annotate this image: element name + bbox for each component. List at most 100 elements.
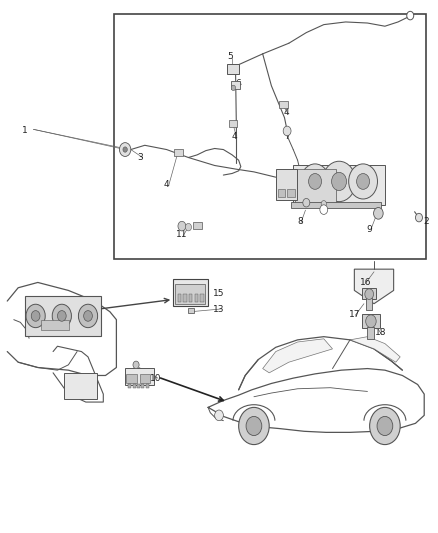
Bar — [293, 165, 385, 205]
Bar — [279, 101, 288, 108]
Bar — [227, 64, 239, 74]
Bar — [278, 189, 286, 197]
Bar — [175, 284, 205, 304]
Bar — [183, 294, 187, 302]
Circle shape — [314, 180, 316, 183]
Circle shape — [416, 213, 423, 222]
Polygon shape — [350, 337, 400, 362]
Circle shape — [231, 85, 236, 91]
Circle shape — [185, 223, 191, 231]
Text: 4: 4 — [164, 180, 170, 189]
Bar — [193, 222, 202, 229]
Text: 6: 6 — [236, 78, 241, 87]
Text: 9: 9 — [367, 225, 372, 234]
Bar — [127, 374, 138, 383]
Circle shape — [332, 172, 346, 190]
Bar — [173, 279, 208, 306]
Circle shape — [370, 407, 400, 445]
Circle shape — [377, 416, 393, 435]
Circle shape — [365, 289, 374, 300]
Polygon shape — [263, 339, 332, 373]
Text: 1: 1 — [22, 126, 28, 135]
Circle shape — [57, 311, 66, 321]
Bar — [128, 384, 131, 387]
Circle shape — [362, 180, 364, 183]
Text: 16: 16 — [360, 278, 371, 287]
Circle shape — [239, 407, 269, 445]
Circle shape — [362, 180, 364, 183]
Bar — [194, 294, 198, 302]
Bar — [146, 384, 149, 387]
Circle shape — [52, 304, 71, 328]
Circle shape — [374, 207, 383, 219]
Circle shape — [283, 126, 291, 136]
Bar — [362, 288, 376, 300]
Circle shape — [84, 311, 92, 321]
Text: 14: 14 — [187, 288, 198, 297]
Circle shape — [133, 361, 139, 368]
Bar — [294, 169, 336, 204]
Circle shape — [314, 180, 316, 183]
Bar — [362, 314, 380, 328]
Bar — [287, 189, 294, 197]
Circle shape — [308, 174, 321, 189]
Circle shape — [338, 180, 340, 183]
Bar — [276, 169, 297, 200]
Bar — [231, 82, 240, 90]
Bar — [291, 201, 381, 208]
Bar — [229, 120, 237, 127]
Circle shape — [246, 416, 262, 435]
Text: 7: 7 — [284, 132, 290, 141]
Bar — [114, 14, 426, 259]
Circle shape — [300, 164, 329, 199]
Circle shape — [362, 180, 364, 183]
Bar — [366, 298, 372, 310]
Bar — [200, 294, 204, 302]
Circle shape — [338, 180, 340, 183]
Text: 13: 13 — [213, 304, 225, 313]
Bar — [137, 384, 140, 387]
Text: 4: 4 — [231, 132, 237, 141]
Circle shape — [31, 311, 40, 321]
Bar — [188, 308, 194, 313]
Circle shape — [338, 180, 340, 183]
Bar — [64, 373, 97, 399]
Text: 3: 3 — [138, 153, 143, 162]
Text: 5: 5 — [227, 52, 233, 61]
Circle shape — [321, 200, 326, 207]
Circle shape — [357, 174, 370, 189]
Text: 11: 11 — [176, 230, 187, 239]
Circle shape — [314, 180, 316, 183]
Bar — [177, 294, 181, 302]
Circle shape — [349, 164, 378, 199]
Text: 18: 18 — [375, 328, 386, 337]
Text: 17: 17 — [349, 310, 360, 319]
Circle shape — [78, 304, 98, 328]
Bar — [174, 149, 183, 156]
Circle shape — [215, 410, 223, 421]
Text: 15: 15 — [213, 288, 225, 297]
Circle shape — [303, 198, 310, 207]
Polygon shape — [354, 269, 394, 304]
Text: 4: 4 — [284, 108, 290, 117]
Circle shape — [407, 11, 414, 20]
Bar — [189, 294, 192, 302]
Circle shape — [314, 180, 316, 183]
Bar — [140, 374, 150, 383]
Bar — [367, 327, 374, 340]
Circle shape — [362, 180, 364, 183]
Circle shape — [123, 147, 127, 152]
Bar — [25, 296, 101, 336]
Text: 2: 2 — [424, 217, 429, 226]
Text: 8: 8 — [297, 217, 303, 226]
Bar — [41, 320, 69, 330]
Circle shape — [120, 143, 131, 157]
Bar — [141, 384, 145, 387]
Circle shape — [178, 221, 186, 231]
Circle shape — [320, 205, 328, 214]
Circle shape — [338, 180, 340, 183]
Bar — [125, 368, 153, 384]
Bar — [133, 384, 136, 387]
Circle shape — [366, 315, 376, 328]
Circle shape — [26, 304, 45, 328]
